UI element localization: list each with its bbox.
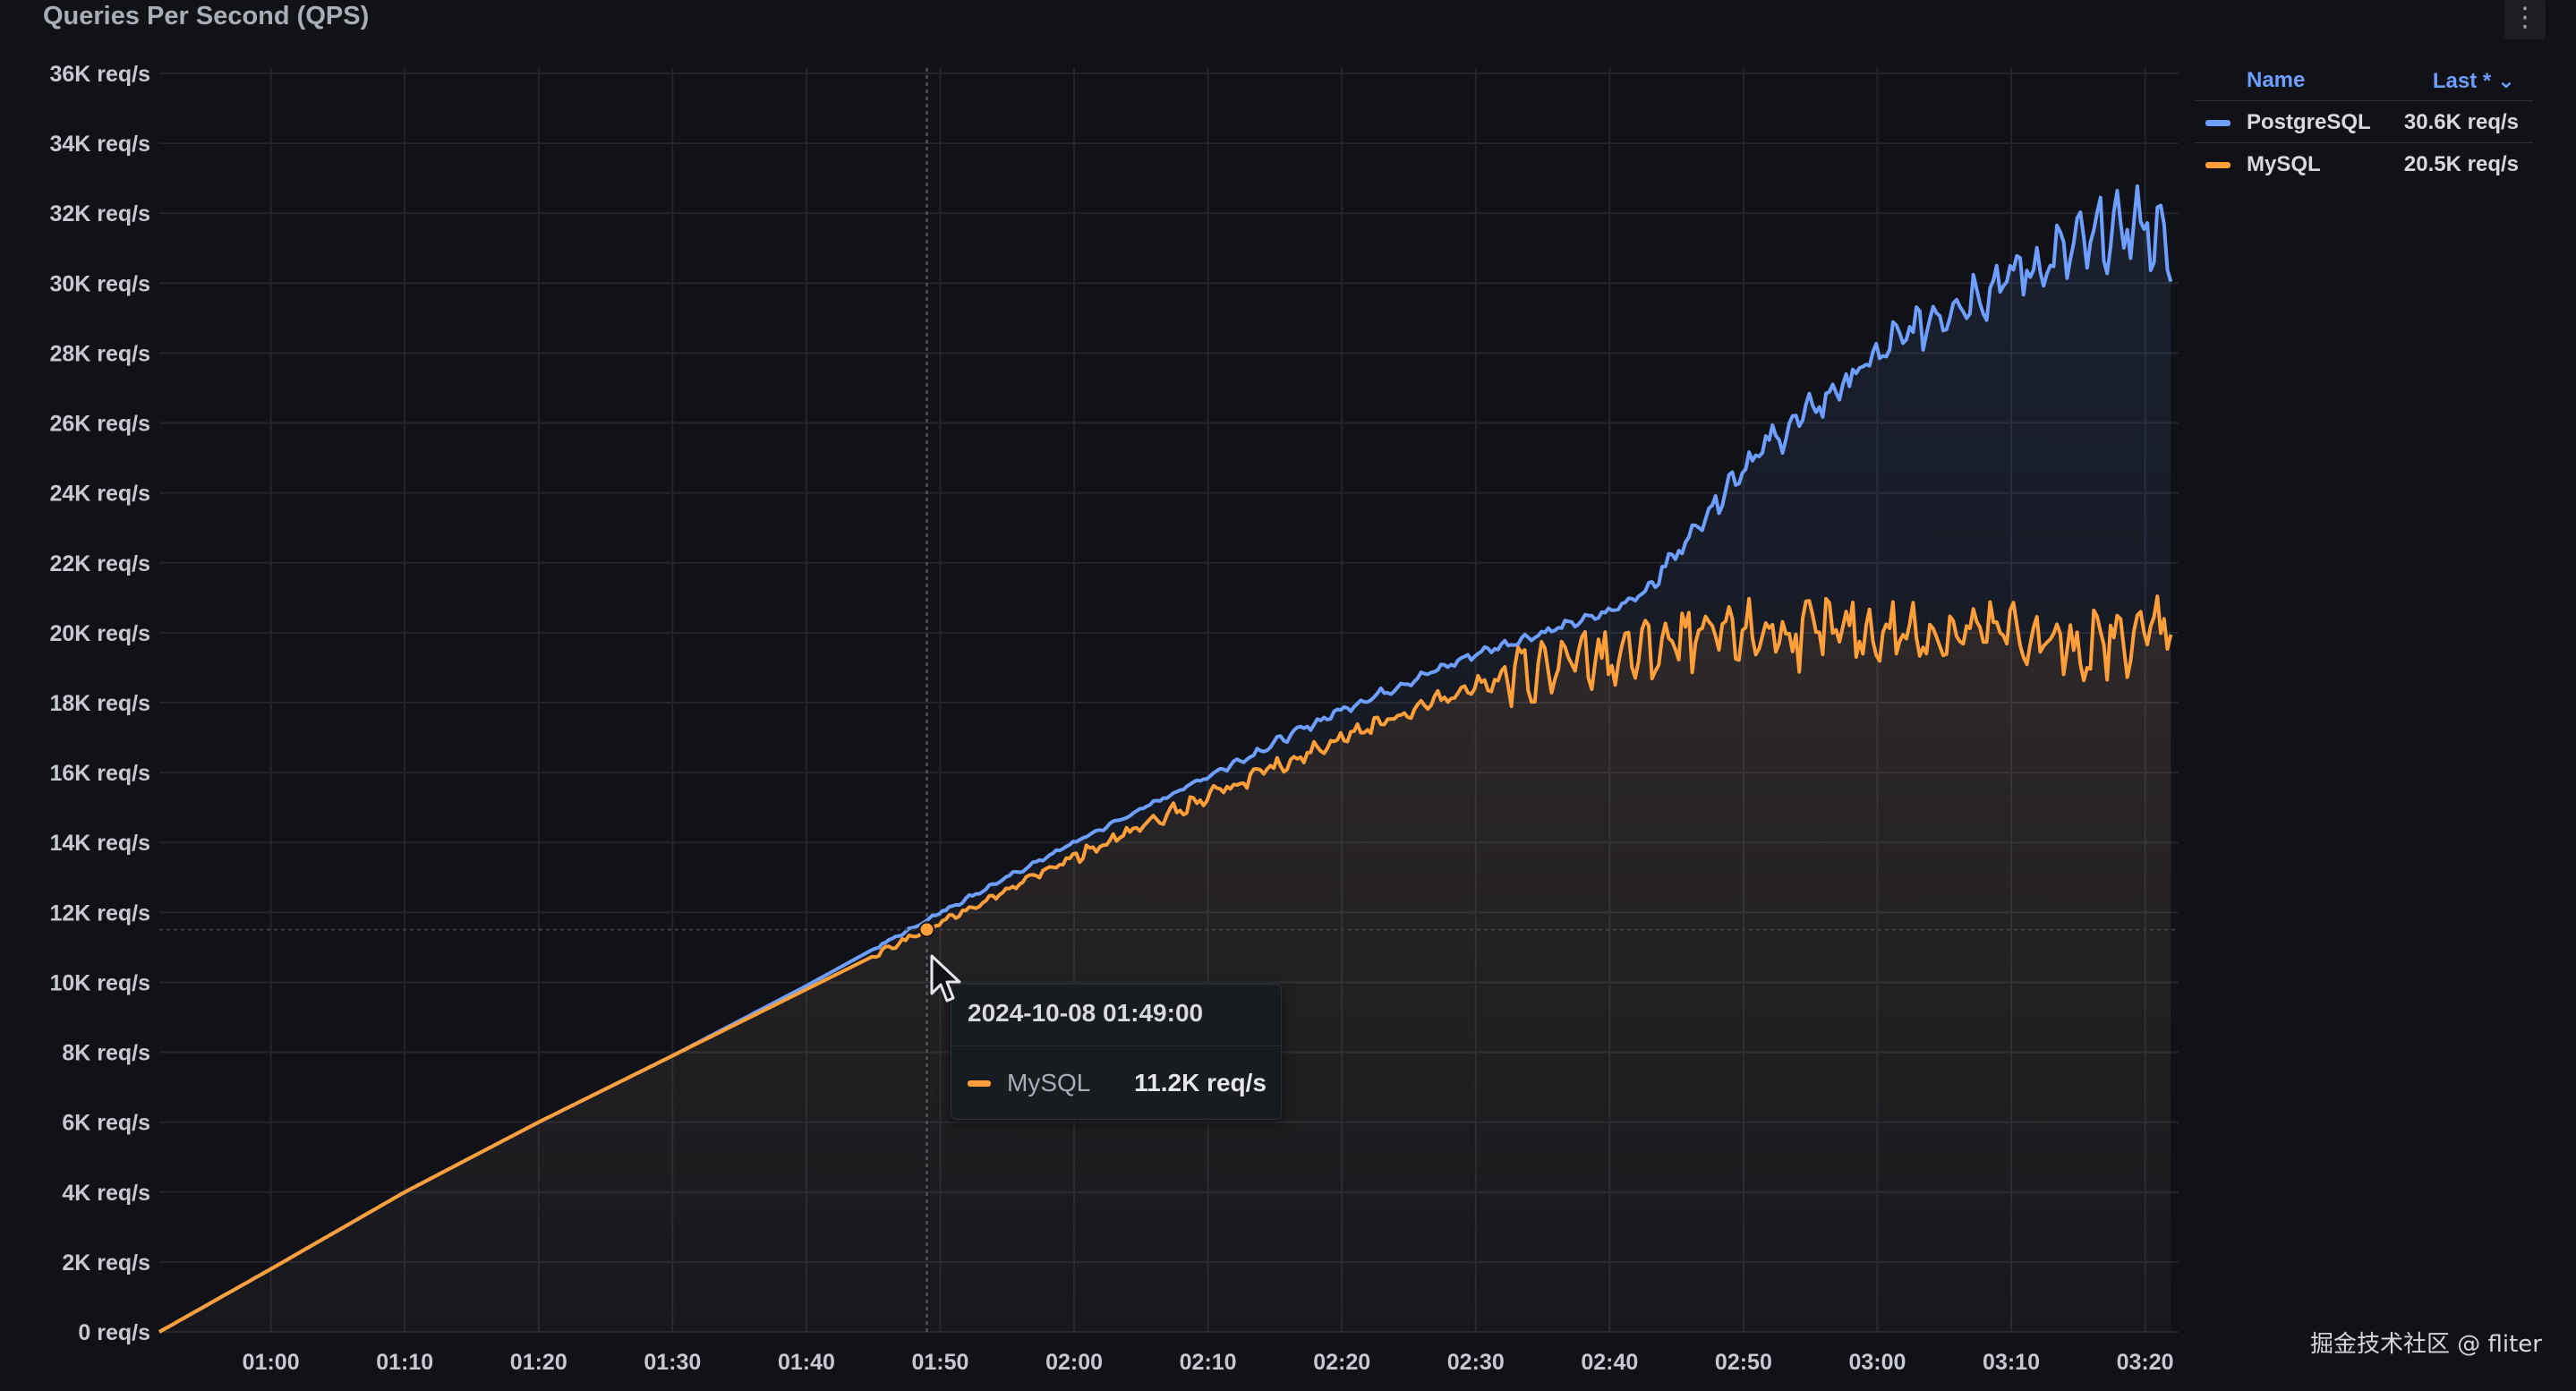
x-tick-label: 03:00 [1848, 1350, 1906, 1375]
legend-item-postgresql[interactable]: PostgreSQL 30.6K req/s [2195, 100, 2533, 142]
y-tick-label: 32K req/s [49, 201, 150, 226]
y-tick-label: 6K req/s [62, 1111, 150, 1136]
legend-item-label: PostgreSQL [2247, 110, 2371, 134]
tooltip-series-value: 11.2K req/s [1134, 1069, 1267, 1097]
x-tick-label: 02:40 [1581, 1350, 1638, 1375]
x-tick-label: 02:50 [1715, 1350, 1772, 1375]
y-tick-label: 18K req/s [49, 691, 150, 716]
hover-point [918, 921, 935, 938]
x-tick-label: 02:20 [1313, 1350, 1370, 1375]
legend-last-sort-header[interactable]: Last * ⌄ [2432, 69, 2515, 93]
y-tick-label: 26K req/s [49, 412, 150, 437]
tooltip-time: 2024-10-08 01:49:00 [968, 999, 1204, 1027]
x-tick-label: 02:00 [1045, 1350, 1103, 1375]
panel-title: Queries Per Second (QPS) [43, 2, 370, 30]
panel-header: Queries Per Second (QPS) ⋮ [0, 0, 2576, 39]
kebab-menu-icon[interactable]: ⋮ [2504, 0, 2546, 39]
x-tick-label: 02:30 [1447, 1350, 1505, 1375]
hover-crosshair [159, 68, 2179, 1332]
y-tick-label: 36K req/s [49, 62, 150, 87]
watermark: 掘金技术社区 @ fliter [2309, 1331, 2542, 1358]
y-tick-label: 30K req/s [49, 271, 150, 296]
y-tick-label: 12K req/s [49, 900, 150, 926]
tooltip-divider [951, 1045, 1281, 1046]
series-line-mysql[interactable] [158, 594, 2173, 1334]
x-tick-label: 01:30 [644, 1350, 701, 1375]
legend-name-header[interactable]: Name [2247, 68, 2306, 92]
tooltip-swatch [968, 1080, 991, 1087]
y-tick-label: 22K req/s [49, 551, 150, 576]
x-tick-label: 01:20 [510, 1350, 567, 1375]
hover-tooltip: 2024-10-08 01:49:00 MySQL 11.2K req/s [951, 984, 1282, 1120]
chart-areas [159, 186, 2171, 1332]
y-tick-label: 16K req/s [49, 761, 150, 786]
legend-item-label: MySQL [2247, 152, 2321, 176]
y-tick-label: 4K req/s [62, 1181, 150, 1206]
legend-header: Name Last * ⌄ [2195, 63, 2533, 100]
legend-swatch [2205, 120, 2231, 126]
x-axis: 01:00 01:10 01:20 01:30 01:40 01:50 02:00 02:10… [243, 1350, 2174, 1375]
y-tick-label: 10K req/s [49, 970, 150, 995]
tooltip-series-name: MySQL [1007, 1069, 1091, 1097]
y-tick-label: 0 req/s [78, 1320, 150, 1345]
y-tick-label: 20K req/s [49, 621, 150, 646]
chart-lines [158, 184, 2173, 1334]
y-axis: 0 req/s 2K req/s 4K req/s 6K req/s 8K req/s 1… [49, 62, 150, 1345]
legend-item-mysql[interactable]: MySQL 20.5K req/s [2195, 142, 2533, 184]
legend-item-last: 20.5K req/s [2403, 152, 2519, 176]
legend-item-last: 30.6K req/s [2403, 110, 2519, 134]
x-tick-label: 01:50 [912, 1350, 969, 1375]
x-tick-label: 01:00 [243, 1350, 300, 1375]
y-tick-label: 8K req/s [62, 1041, 150, 1066]
y-tick-label: 34K req/s [49, 132, 150, 157]
series-area-mysql [159, 596, 2171, 1332]
y-tick-label: 28K req/s [49, 341, 150, 366]
x-tick-label: 03:20 [2117, 1350, 2174, 1375]
x-tick-label: 02:10 [1180, 1350, 1237, 1375]
y-tick-label: 24K req/s [49, 482, 150, 507]
y-tick-label: 14K req/s [49, 831, 150, 856]
chart-legend: Name Last * ⌄ PostgreSQL 30.6K req/s MyS… [2195, 63, 2533, 184]
mouse-pointer-icon [930, 954, 961, 1003]
x-tick-label: 01:40 [778, 1350, 835, 1375]
x-tick-label: 01:10 [376, 1350, 433, 1375]
y-tick-label: 2K req/s [62, 1250, 150, 1276]
legend-swatch [2205, 162, 2231, 168]
x-tick-label: 03:10 [1983, 1350, 2040, 1375]
